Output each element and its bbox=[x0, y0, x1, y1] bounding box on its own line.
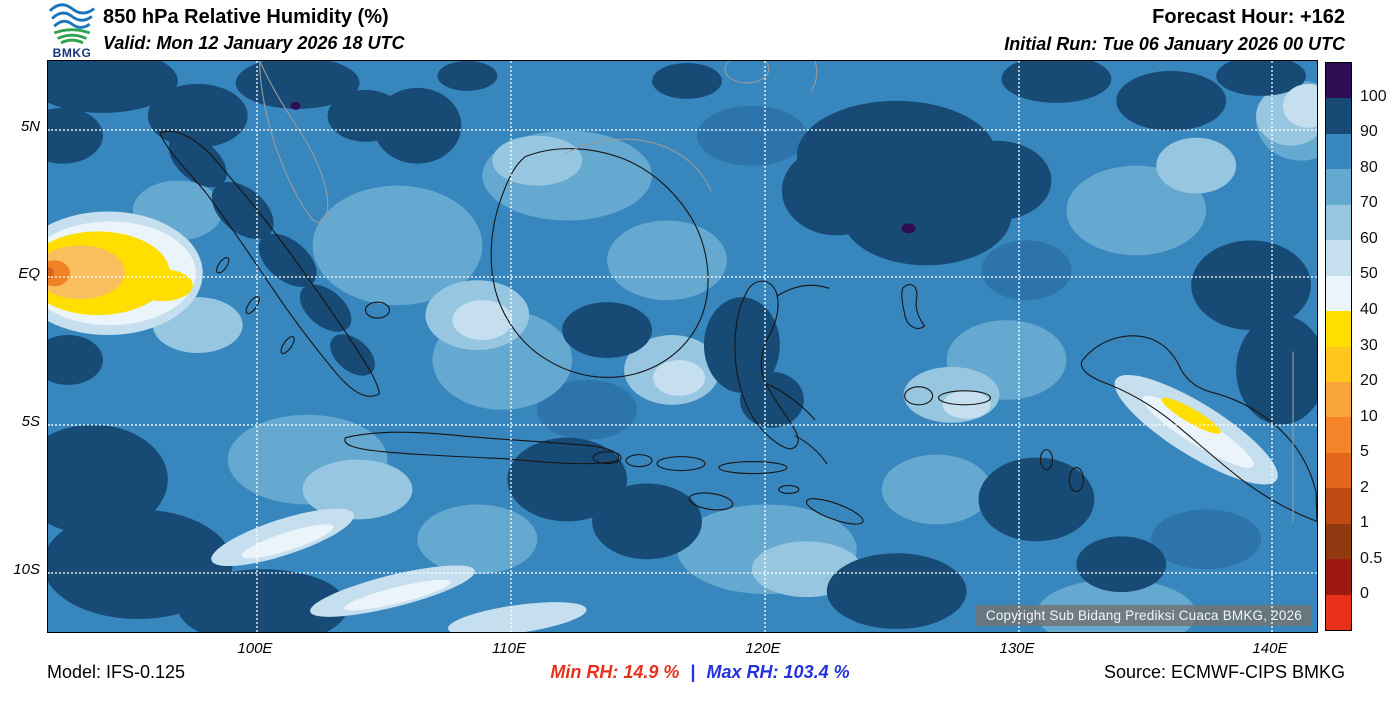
bmkg-logo: BMKG bbox=[44, 2, 100, 60]
colorbar-segment bbox=[1326, 240, 1351, 276]
rh-stats: Min RH: 14.9 % | Max RH: 103.4 % bbox=[0, 662, 1400, 683]
colorbar-tick-label: 50 bbox=[1360, 265, 1378, 283]
lat-axis-label: EQ bbox=[18, 264, 40, 282]
humidity-100-dots bbox=[290, 101, 916, 234]
colorbar-tick-label: 10 bbox=[1360, 407, 1378, 425]
lat-axis-label: 5N bbox=[20, 118, 40, 135]
humidity-90-blobs bbox=[48, 61, 1317, 632]
colorbar-segment bbox=[1326, 133, 1351, 170]
colorbar-segment bbox=[1326, 594, 1351, 630]
colorbar-segment bbox=[1326, 346, 1351, 382]
forecast-hour: Forecast Hour: +162 bbox=[1152, 6, 1345, 28]
colorbar-segments bbox=[1325, 62, 1352, 631]
header-right: Forecast Hour: +162 Initial Run: Tue 06 … bbox=[1004, 6, 1345, 55]
colorbar-segment bbox=[1326, 204, 1351, 241]
colorbar-tick-label: 100 bbox=[1360, 87, 1387, 105]
colorbar-segment bbox=[1326, 452, 1351, 489]
colorbar-tick-label: 5 bbox=[1360, 443, 1369, 461]
colorbar-segment bbox=[1326, 559, 1351, 595]
initial-run: Initial Run: Tue 06 January 2026 00 UTC bbox=[1004, 34, 1345, 54]
lon-axis-label: 140E bbox=[1252, 640, 1288, 657]
colorbar-tick-label: 60 bbox=[1360, 229, 1378, 247]
lon-axis-label: 130E bbox=[999, 640, 1035, 657]
colorbar-segment bbox=[1326, 169, 1351, 205]
humidity-map: Copyright Sub Bidang Prediksi Cuaca BMKG… bbox=[47, 60, 1318, 633]
max-rh-value: 103.4 % bbox=[783, 662, 850, 682]
colorbar-segment bbox=[1326, 381, 1351, 418]
colorbar-segment bbox=[1326, 523, 1351, 560]
lon-axis-label: 110E bbox=[492, 640, 526, 657]
colorbar-tick-label: 70 bbox=[1360, 194, 1378, 212]
humidity-mid-blobs bbox=[537, 105, 1262, 570]
colorbar-segment bbox=[1326, 98, 1351, 134]
colorbar-segment bbox=[1326, 488, 1351, 524]
lat-axis-label: 5S bbox=[21, 412, 40, 430]
colorbar-tick-label: 1 bbox=[1360, 514, 1369, 532]
page-title: 850 hPa Relative Humidity (%) bbox=[103, 6, 389, 28]
colorbar-tick-label: 2 bbox=[1360, 478, 1369, 496]
min-rh-value: 14.9 % bbox=[623, 662, 680, 682]
colorbar-tick-label: 40 bbox=[1360, 300, 1378, 318]
colorbar-segment bbox=[1326, 417, 1351, 453]
coastlines bbox=[159, 130, 1317, 525]
source-label: Source: ECMWF-CIPS BMKG bbox=[1103, 662, 1345, 682]
lon-axis-label: 120E bbox=[745, 640, 781, 657]
copyright-badge: Copyright Sub Bidang Prediksi Cuaca BMKG… bbox=[975, 605, 1312, 626]
max-rh-label: Max RH: bbox=[706, 662, 779, 682]
min-rh-label: Min RH: bbox=[550, 662, 619, 682]
colorbar-tick-label: 0.5 bbox=[1360, 549, 1383, 567]
colorbar-tick-label: 80 bbox=[1360, 158, 1378, 176]
valid-time: Valid: Mon 12 January 2026 18 UTC bbox=[103, 33, 405, 53]
bmkg-logo-icon bbox=[48, 3, 96, 45]
lat-axis-label: 10S bbox=[13, 561, 40, 578]
colorbar-segment bbox=[1326, 275, 1351, 312]
colorbar-segment bbox=[1326, 311, 1351, 347]
humidity-contour-field bbox=[48, 61, 1317, 632]
lon-axis-label: 100E bbox=[237, 640, 273, 657]
bmkg-logo-label: BMKG bbox=[52, 46, 92, 60]
model-label: Model: IFS-0.125 bbox=[47, 662, 186, 682]
colorbar-tick-label: 30 bbox=[1360, 336, 1378, 354]
colorbar-tick-label: 90 bbox=[1360, 123, 1378, 141]
colorbar-tick-label: 0 bbox=[1360, 585, 1369, 603]
rh-separator: | bbox=[690, 662, 696, 682]
colorbar-segment bbox=[1326, 63, 1351, 99]
colorbar-tick-label: 20 bbox=[1360, 372, 1378, 390]
